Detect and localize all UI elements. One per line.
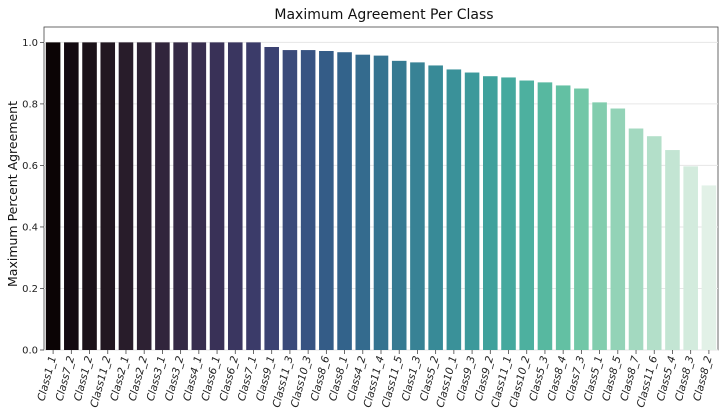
y-tick-label: 0.0 bbox=[22, 346, 38, 357]
bar-class6-1 bbox=[209, 42, 225, 350]
bar-class5-2 bbox=[428, 65, 443, 350]
bar-class11-1 bbox=[501, 77, 516, 350]
bar-class8-6 bbox=[319, 50, 334, 350]
bar-class11-5 bbox=[391, 60, 407, 350]
bar-class5-3 bbox=[537, 82, 553, 350]
bar-class10-1 bbox=[446, 69, 462, 351]
bars bbox=[45, 42, 717, 351]
chart-title: Maximum Agreement Per Class bbox=[274, 7, 493, 23]
bar-class8-3 bbox=[683, 166, 698, 350]
bar-class1-1 bbox=[45, 42, 61, 350]
bar-class8-4 bbox=[555, 85, 571, 350]
bar-class1-3 bbox=[410, 62, 425, 350]
bar-class8-5 bbox=[610, 108, 626, 351]
bar-class6-2 bbox=[227, 42, 243, 350]
y-tick-label: 0.8 bbox=[22, 99, 38, 110]
bar-class9-3 bbox=[464, 72, 480, 350]
y-axis-label: Maximum Percent Agreement bbox=[5, 101, 20, 287]
y-tick-label: 0.2 bbox=[22, 284, 38, 295]
y-ticks: 0.0 0.2 0.4 0.6 0.8 1.0 bbox=[22, 38, 44, 357]
bar-class8-1 bbox=[337, 52, 352, 350]
bar-class9-1 bbox=[264, 46, 279, 350]
bar-class4-1 bbox=[191, 42, 207, 350]
bar-class2-2 bbox=[136, 42, 152, 350]
bar-class7-2 bbox=[64, 42, 79, 350]
bar-class3-2 bbox=[173, 42, 188, 350]
y-tick-label: 0.6 bbox=[22, 161, 38, 172]
bar-class7-3 bbox=[574, 88, 589, 351]
bar-class5-1 bbox=[592, 102, 607, 350]
bar-class10-2 bbox=[519, 80, 535, 351]
bar-class8-2 bbox=[701, 185, 717, 350]
y-tick-label: 1.0 bbox=[22, 38, 38, 49]
bar-class5-4 bbox=[665, 150, 680, 350]
bar-class11-4 bbox=[373, 55, 389, 350]
bar-class11-6 bbox=[646, 136, 662, 350]
bar-class3-1 bbox=[155, 42, 170, 350]
bar-class2-1 bbox=[118, 42, 134, 350]
bar-class4-2 bbox=[355, 54, 371, 350]
bar-class11-3 bbox=[282, 50, 298, 350]
bar-class7-1 bbox=[246, 42, 261, 350]
bar-class1-2 bbox=[82, 42, 97, 350]
x-ticks: Class1_1Class7_2Class1_2Class11_2Class2_… bbox=[35, 350, 715, 409]
bar-class10-3 bbox=[300, 50, 316, 350]
bar-class8-7 bbox=[628, 128, 644, 350]
y-tick-label: 0.4 bbox=[22, 222, 38, 233]
bar-class11-2 bbox=[100, 42, 116, 350]
bar-class9-2 bbox=[483, 76, 498, 350]
